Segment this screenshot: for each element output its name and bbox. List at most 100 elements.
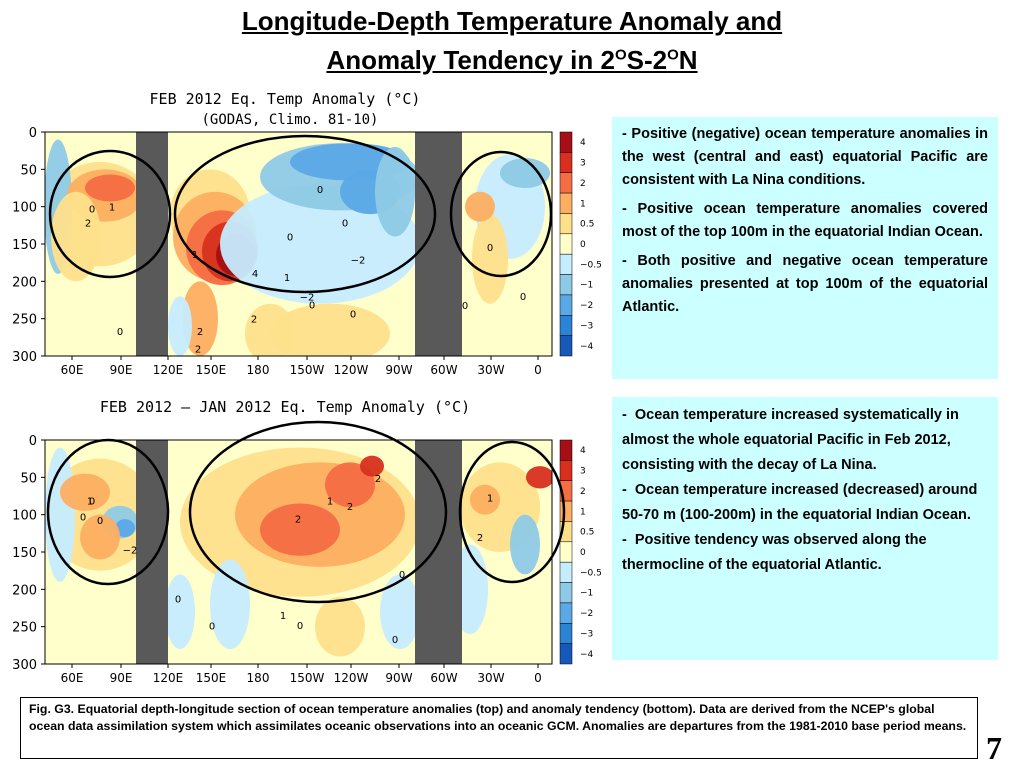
contour-label: 2 [85,219,91,230]
y-tick-label: 150 [12,238,37,253]
contour-label: 2 [197,327,203,338]
colorbar-label: −1 [580,281,593,291]
top-anomaly-chart-svg: FEB 2012 Eq. Temp Anomaly (°C) (GODAS, Cl… [12,90,602,377]
top-findings-box: - Positive (negative) ocean temperature … [612,117,998,379]
x-tick-label: 150E [196,671,227,685]
contour-label: −2 [300,293,315,304]
contour-label: 0 [97,516,103,527]
top-finding-1: - Positive (negative) ocean temperature … [622,126,988,188]
colorbar-label: −3 [580,629,593,639]
contour-label: 0 [117,327,123,338]
bottom-tendency-chart: FEB 2012 – JAN 2012 Eq. Temp Anomaly (°C… [0,390,610,690]
colorbar-label: −0.5 [580,260,602,270]
anomaly-region [526,466,552,489]
bottom-finding-1: - Ocean temperature increased systematic… [622,407,959,473]
anomaly-region [470,484,500,515]
anomaly-region [500,158,550,188]
colorbar-label: 0.5 [580,220,594,230]
x-tick-label: 180 [247,363,270,377]
x-tick-label: 60W [430,671,457,685]
page-number: 7 [986,730,1002,766]
chart-subtitle: (GODAS, Climo. 81-10) [201,112,378,128]
colorbar-swatch [559,460,573,481]
x-tick-label: 150W [290,363,325,377]
colorbar-label: −2 [580,609,593,619]
x-tick-label: 150E [196,363,227,377]
land-mask [136,440,168,664]
y-tick-label: 100 [12,509,37,524]
bottom-finding-3: - Positive tendency was observed along t… [622,532,927,573]
colorbar-swatch [559,623,573,644]
anomaly-region [85,174,135,202]
contour-label: 0 [175,594,181,605]
colorbar-label: 3 [580,159,586,169]
contour-label: 0 [462,301,468,312]
contour-label: 0 [399,570,405,581]
land-mask [415,440,462,664]
colorbar-label: −3 [580,321,593,331]
contour-label: 0 [309,300,315,311]
x-tick-label: 90E [110,363,133,377]
x-tick-label: 120W [334,363,369,377]
contour-label: 0 [89,496,95,507]
colorbar-label: 3 [580,467,586,477]
top-finding-2: - Positive ocean temperature anomalies c… [622,201,988,240]
y-tick-label: 250 [12,621,37,636]
contour-label: 2 [375,474,381,485]
colorbar-label: 4 [580,138,586,148]
contour-label: 0 [342,219,348,230]
x-tick-label: 30W [477,363,504,377]
colorbar-label: 0 [580,240,586,250]
contour-label: 0 [350,310,356,321]
anomaly-region [375,146,415,237]
slide-title: Longitude-Depth Temperature Anomaly and … [0,4,1024,77]
colorbar-swatch [559,274,573,296]
colorbar-swatch [559,294,573,316]
colorbar-label: −0.5 [580,568,602,578]
anomaly-region [380,574,420,650]
colorbar-swatch [559,602,573,624]
colorbar-swatch [559,192,573,214]
top-finding-3: - Both positive and negative ocean tempe… [622,253,988,315]
contour-label: 0 [487,243,493,254]
highlight-ellipse [48,149,172,279]
contour-label: 0 [89,205,95,216]
contour-label: 2 [477,533,483,544]
contour-label: 0 [287,233,293,244]
title-line-2: Anomaly Tendency in 2OS-2ON [326,44,698,75]
x-tick-label: 30W [477,671,504,685]
x-tick-label: 90W [385,363,412,377]
land-mask [415,132,462,356]
colorbar-label: 2 [580,179,586,189]
colorbar-swatch [559,541,573,563]
y-tick-label: 200 [12,275,37,290]
anomaly-region [245,303,295,356]
colorbar-swatch [559,233,573,255]
y-tick-label: 200 [12,583,37,598]
x-tick-label: 120E [153,363,184,377]
anomaly-region [315,596,365,657]
y-tick-label: 0 [29,434,37,449]
contour-label: 1 [487,494,493,505]
anomaly-region [270,303,390,356]
y-tick-label: 50 [20,163,37,178]
anomaly-region [168,296,192,356]
contour-label: 1 [87,496,93,507]
anomaly-region [51,191,101,282]
contour-label: 2 [347,502,353,513]
anomaly-region [360,455,384,477]
colorbar-label: 0 [580,548,586,558]
anomaly-region [260,503,340,556]
colorbar-swatch [559,643,573,665]
highlight-ellipse [46,438,170,586]
colorbar-label: 2 [580,487,586,497]
contour-label: 0 [80,513,86,524]
highlight-ellipse [458,440,566,584]
bottom-findings-box: - Ocean temperature increased systematic… [612,397,998,660]
chart-title: FEB 2012 – JAN 2012 Eq. Temp Anomaly (°C… [100,398,470,416]
chart-title: FEB 2012 Eq. Temp Anomaly (°C) [150,90,421,108]
x-tick-label: 60W [430,363,457,377]
contour-label: 0 [209,622,215,633]
colorbar-label: 1 [580,199,586,209]
contour-label: 1 [327,496,333,507]
